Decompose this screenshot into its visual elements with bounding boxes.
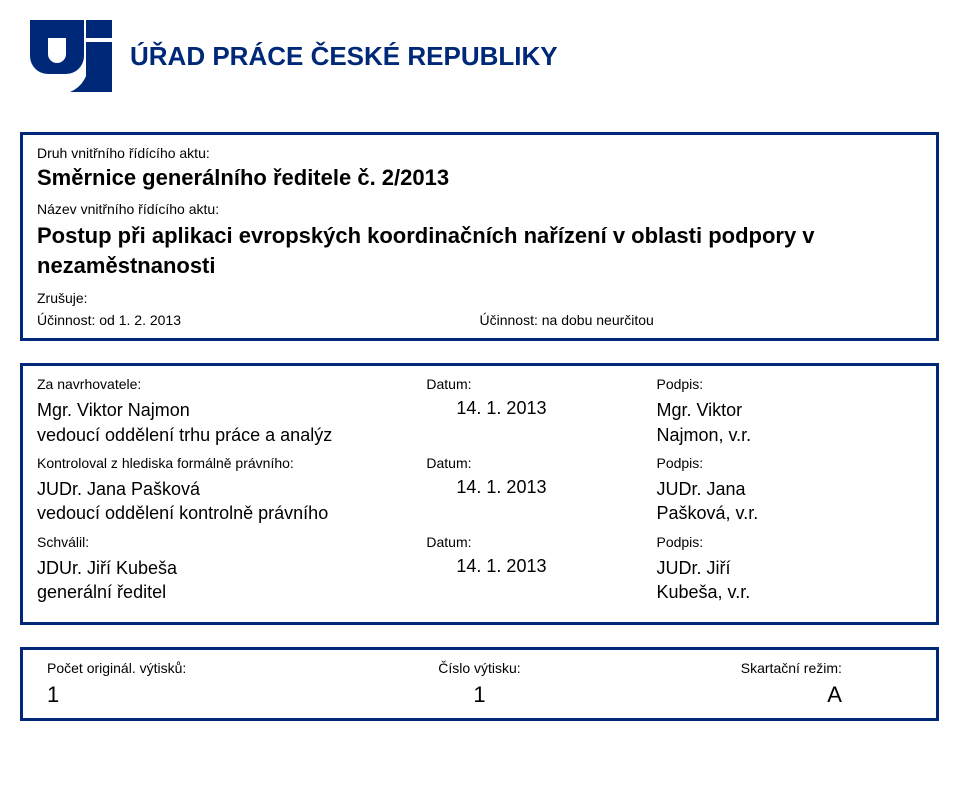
effective-from: Účinnost: od 1. 2. 2013 — [37, 312, 480, 328]
sign-value: Najmon, v.r. — [656, 423, 922, 447]
role-label: Schválil: — [37, 534, 426, 550]
role-label: Kontroloval z hlediska formálně právního… — [37, 455, 426, 471]
person-name: Mgr. Viktor Najmon — [37, 398, 416, 422]
effective-from-value: 1. 2. 2013 — [119, 312, 181, 328]
date-value: 14. 1. 2013 — [426, 556, 646, 577]
sign-value: Pašková, v.r. — [656, 501, 922, 525]
effective-from-label: Účinnost: od — [37, 312, 115, 328]
footer-label: Počet originál. výtisků: — [47, 660, 332, 676]
sign-value: JUDr. Jana — [656, 477, 922, 501]
name-label: Název vnitřního řídícího aktu: — [37, 201, 922, 217]
sign-label: Podpis: — [656, 455, 922, 471]
role-label: Za navrhovatele: — [37, 376, 426, 392]
sign-value: Kubeša, v.r. — [656, 580, 922, 604]
footer-label: Skartační režim: — [627, 660, 842, 676]
person-name: JDUr. Jiří Kubeša — [37, 556, 416, 580]
approvals-box: Za navrhovatele: Datum: Podpis: Mgr. Vik… — [20, 363, 939, 625]
cancels-label: Zrušuje: — [37, 290, 922, 306]
directive-title: Směrnice generálního ředitele č. 2/2013 — [37, 165, 922, 191]
person-role: generální ředitel — [37, 580, 416, 604]
sign-value: Mgr. Viktor — [656, 398, 922, 422]
approval-row: Schválil: Datum: Podpis: JDUr. Jiří Kube… — [37, 534, 922, 605]
person-name: JUDr. Jana Pašková — [37, 477, 416, 501]
footer-value: A — [627, 682, 842, 708]
effective-scope: Účinnost: na dobu neurčitou — [480, 312, 923, 328]
date-value: 14. 1. 2013 — [426, 477, 646, 498]
person-role: vedoucí oddělení kontrolně právního — [37, 501, 416, 525]
footer-box: Počet originál. výtisků: 1 Číslo výtisku… — [20, 647, 939, 721]
date-label: Datum: — [426, 376, 656, 392]
date-value: 14. 1. 2013 — [426, 398, 646, 419]
header: ÚŘAD PRÁCE ČESKÉ REPUBLIKY — [20, 20, 939, 92]
footer-value: 1 — [47, 682, 332, 708]
type-label: Druh vnitřního řídícího aktu: — [37, 145, 922, 161]
sign-value: JUDr. Jiří — [656, 556, 922, 580]
footer-value: 1 — [332, 682, 627, 708]
date-label: Datum: — [426, 534, 656, 550]
logo-icon — [30, 20, 112, 92]
sign-label: Podpis: — [656, 376, 922, 392]
sign-label: Podpis: — [656, 534, 922, 550]
subject-title: Postup při aplikaci evropských koordinač… — [37, 221, 922, 280]
date-label: Datum: — [426, 455, 656, 471]
approval-row: Za navrhovatele: Datum: Podpis: Mgr. Vik… — [37, 376, 922, 447]
footer-label: Číslo výtisku: — [332, 660, 627, 676]
directive-info-box: Druh vnitřního řídícího aktu: Směrnice g… — [20, 132, 939, 341]
org-title: ÚŘAD PRÁCE ČESKÉ REPUBLIKY — [130, 41, 558, 72]
person-role: vedoucí oddělení trhu práce a analýz — [37, 423, 416, 447]
approval-row: Kontroloval z hlediska formálně právního… — [37, 455, 922, 526]
